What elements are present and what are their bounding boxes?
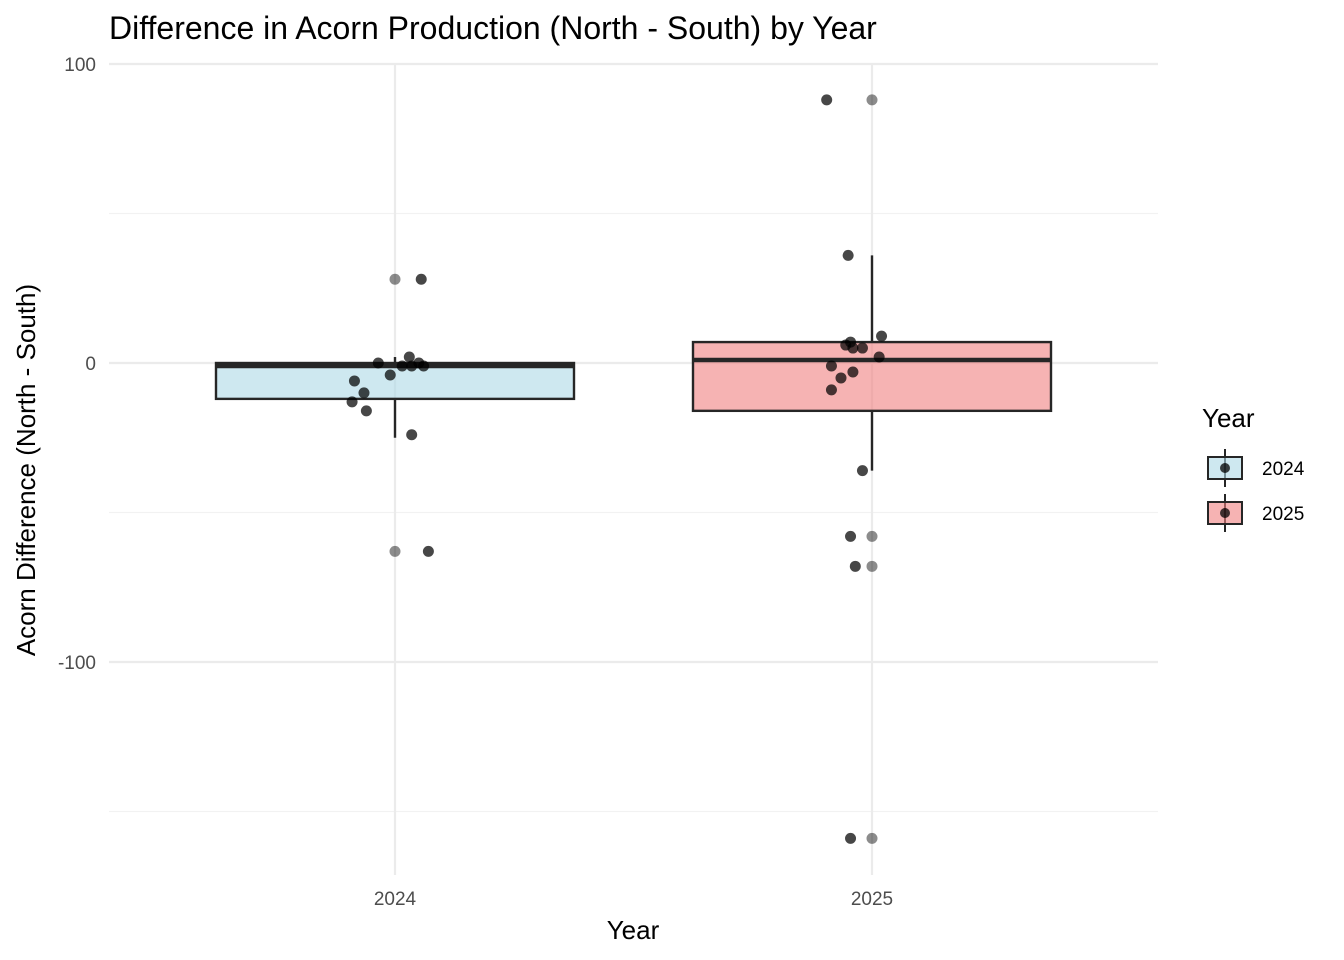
- outlier-point: [389, 545, 401, 557]
- jitter-point: [358, 387, 370, 399]
- points: [346, 94, 888, 844]
- jitter-point: [876, 330, 888, 342]
- jitter-point: [406, 429, 418, 441]
- boxes: [214, 255, 1053, 471]
- jitter-point: [415, 273, 427, 285]
- jitter-point: [856, 342, 868, 354]
- outlier-point: [389, 273, 401, 285]
- legend-entry-2025: 2025: [1207, 494, 1304, 532]
- y-axis-ticks: 100 0 -100: [58, 55, 96, 674]
- jitter-point: [847, 342, 859, 354]
- legend-key-point: [1220, 463, 1230, 473]
- jitter-point: [396, 360, 408, 372]
- chart-title: Difference in Acorn Production (North - …: [109, 10, 877, 46]
- jitter-point: [845, 530, 857, 542]
- legend-key-point: [1220, 508, 1230, 518]
- legend-label: 2024: [1262, 459, 1305, 480]
- jitter-point: [847, 366, 859, 378]
- y-tick-label: 0: [85, 354, 96, 375]
- outlier-point: [866, 560, 878, 572]
- jitter-point: [835, 372, 847, 384]
- x-axis-title: Year: [607, 915, 660, 945]
- jitter-point: [873, 351, 885, 363]
- jitter-point: [825, 360, 837, 372]
- jitter-point: [384, 369, 396, 381]
- x-axis-ticks: 2024 2025: [374, 889, 893, 910]
- outlier-point: [866, 94, 878, 106]
- jitter-point: [406, 360, 418, 372]
- box-2024: [214, 357, 576, 438]
- box-body: [214, 361, 576, 401]
- jitter-point: [360, 405, 372, 417]
- legend-title: Year: [1202, 403, 1255, 433]
- y-tick-label: -100: [58, 653, 96, 674]
- y-axis-title: Acorn Difference (North - South): [11, 284, 41, 656]
- gridlines: [109, 62, 1158, 875]
- jitter-point: [403, 351, 415, 363]
- jitter-point: [372, 357, 384, 369]
- box-body: [691, 340, 1053, 413]
- jitter-point: [849, 560, 861, 572]
- legend-label: 2025: [1262, 504, 1304, 525]
- jitter-point: [346, 396, 358, 408]
- legend: Year 2024 2025: [1202, 403, 1305, 532]
- y-tick-label: 100: [64, 55, 96, 76]
- jitter-point: [842, 249, 854, 261]
- outlier-point: [866, 832, 878, 844]
- x-tick-label: 2024: [374, 889, 417, 910]
- jitter-point: [418, 360, 430, 372]
- legend-entry-2024: 2024: [1207, 449, 1305, 487]
- jitter-point: [422, 545, 434, 557]
- jitter-point: [821, 94, 833, 106]
- outlier-point: [866, 530, 878, 542]
- jitter-point: [348, 375, 360, 387]
- jitter-point: [856, 465, 868, 477]
- jitter-point: [845, 832, 857, 844]
- jitter-point: [825, 384, 837, 396]
- x-tick-label: 2025: [851, 889, 893, 910]
- box-2025: [691, 255, 1053, 471]
